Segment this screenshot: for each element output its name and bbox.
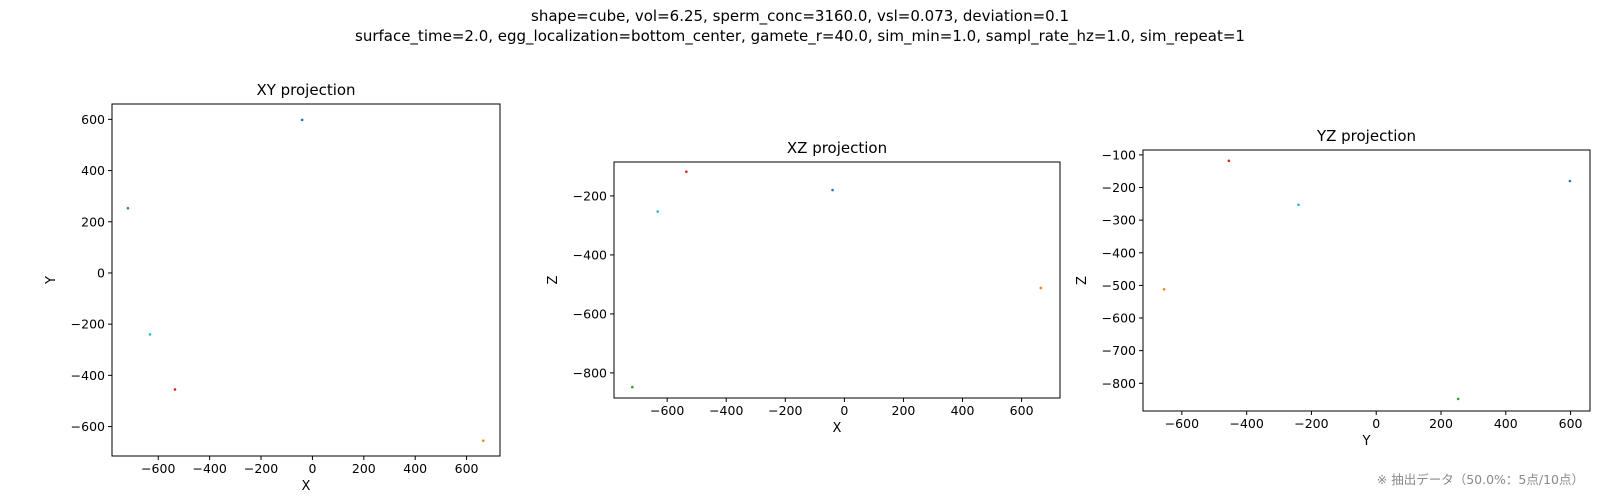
data-point-2-5 bbox=[656, 210, 660, 213]
data-point-2-4 bbox=[685, 170, 688, 174]
y-tick-label-2: −800 bbox=[573, 365, 607, 380]
data-point-3-4 bbox=[1227, 159, 1231, 163]
x-tick-label-3: −400 bbox=[1229, 416, 1263, 431]
x-tick-label-1: −200 bbox=[244, 461, 278, 476]
data-point-2-2 bbox=[1039, 286, 1043, 290]
x-tick-label-2: 0 bbox=[840, 403, 848, 418]
y-tick-label-2: −200 bbox=[573, 188, 607, 203]
chart-title-3: YZ projection bbox=[1316, 127, 1416, 145]
sample-footnote: ※ 抽出データ（50.0%：5点/10点） bbox=[1376, 472, 1584, 487]
y-tick-label-1: 0 bbox=[97, 265, 105, 280]
y-axis-label-1: Y bbox=[44, 276, 59, 285]
y-tick-label-1: −200 bbox=[71, 317, 105, 332]
x-tick-label-1: −400 bbox=[192, 461, 226, 476]
x-tick-label-1: 400 bbox=[403, 461, 427, 476]
chart-title-1: XY projection bbox=[256, 81, 355, 99]
y-tick-label-3: −300 bbox=[1102, 213, 1136, 228]
x-tick-label-2: −200 bbox=[768, 403, 802, 418]
plot-frame-3 bbox=[1142, 149, 1591, 412]
data-point-3-5 bbox=[1297, 203, 1300, 207]
chart-panel-2: XZ projection −600 −400 −200 0 200 400 600 −800 −… bbox=[546, 139, 1061, 436]
plot-frame-1 bbox=[111, 103, 501, 457]
y-tick-label-2: −600 bbox=[573, 306, 607, 321]
x-tick-label-3: −600 bbox=[1165, 416, 1199, 431]
chart-panel-1: XY projection −600 −400 −200 0 200 400 600 −600 −… bbox=[44, 81, 501, 494]
data-point-1-3 bbox=[126, 206, 130, 210]
x-tick-label-2: 600 bbox=[1010, 403, 1034, 418]
data-point-3-2 bbox=[1162, 288, 1166, 291]
x-tick-label-2: −400 bbox=[709, 403, 743, 418]
chart-title-2: XZ projection bbox=[787, 139, 887, 157]
x-tick-label-3: −200 bbox=[1294, 416, 1328, 431]
x-tick-label-1: 200 bbox=[352, 461, 376, 476]
data-point-1-4 bbox=[173, 388, 177, 391]
y-tick-label-3: −500 bbox=[1102, 278, 1136, 293]
data-point-1-1 bbox=[300, 118, 304, 122]
data-point-2-3 bbox=[631, 385, 634, 389]
y-tick-label-3: −200 bbox=[1102, 180, 1136, 195]
chart-panel-3: YZ projection −600 −400 −200 0 200 400 600 −800 −… bbox=[1075, 127, 1591, 449]
y-tick-label-3: −600 bbox=[1102, 311, 1136, 326]
x-tick-label-2: 400 bbox=[951, 403, 975, 418]
figure-suptitle-line2: surface_time=2.0, egg_localization=botto… bbox=[355, 27, 1245, 45]
y-tick-label-1: 200 bbox=[81, 214, 105, 229]
y-tick-label-1: −400 bbox=[71, 368, 105, 383]
y-tick-label-1: −600 bbox=[71, 419, 105, 434]
data-point-3-1 bbox=[1568, 179, 1572, 183]
y-axis-label-3: Z bbox=[1075, 276, 1090, 285]
y-tick-label-3: −700 bbox=[1102, 343, 1136, 358]
x-tick-label-3: 600 bbox=[1559, 416, 1583, 431]
x-tick-label-1: −600 bbox=[141, 461, 175, 476]
x-tick-label-2: −600 bbox=[650, 403, 684, 418]
x-tick-label-2: 200 bbox=[892, 403, 916, 418]
x-tick-label-3: 0 bbox=[1372, 416, 1380, 431]
figure-suptitle-line1: shape=cube, vol=6.25, sperm_conc=3160.0,… bbox=[531, 7, 1069, 25]
x-tick-label-3: 200 bbox=[1429, 416, 1453, 431]
data-point-2-1 bbox=[831, 188, 834, 192]
y-axis-label-2: Z bbox=[546, 275, 561, 284]
y-tick-label-2: −400 bbox=[573, 247, 607, 262]
y-tick-label-3: −400 bbox=[1102, 245, 1136, 260]
data-point-1-5 bbox=[148, 333, 152, 336]
x-tick-label-3: 400 bbox=[1494, 416, 1518, 431]
plot-frame-2 bbox=[613, 161, 1061, 399]
y-tick-label-1: 600 bbox=[81, 112, 105, 127]
x-axis-label-2: X bbox=[833, 421, 842, 436]
y-tick-label-3: −100 bbox=[1102, 147, 1136, 162]
x-tick-label-1: 0 bbox=[308, 461, 316, 476]
x-axis-label-1: X bbox=[302, 479, 311, 494]
x-axis-label-3: Y bbox=[1362, 434, 1371, 449]
data-point-1-2 bbox=[481, 439, 485, 442]
x-tick-label-1: 600 bbox=[455, 461, 479, 476]
y-tick-label-1: 400 bbox=[81, 163, 105, 178]
data-point-3-3 bbox=[1456, 397, 1460, 401]
y-tick-label-3: −800 bbox=[1102, 376, 1136, 391]
